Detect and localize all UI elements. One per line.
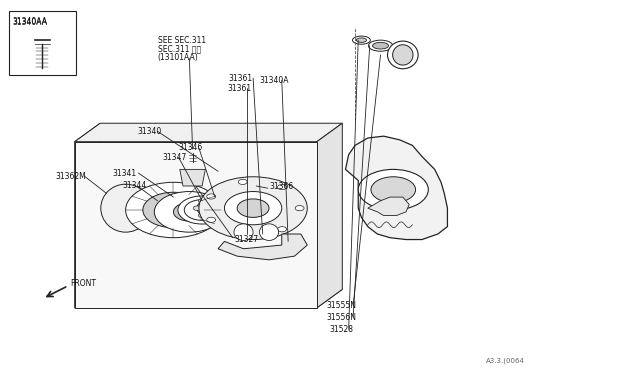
Text: 31361: 31361 xyxy=(228,84,252,93)
Circle shape xyxy=(197,198,233,218)
Circle shape xyxy=(237,199,269,217)
Circle shape xyxy=(211,196,219,200)
Circle shape xyxy=(199,177,307,240)
Text: 31340AA: 31340AA xyxy=(12,18,47,27)
Text: 31340: 31340 xyxy=(137,127,161,136)
Circle shape xyxy=(154,192,225,232)
Circle shape xyxy=(223,213,231,218)
Text: 31366: 31366 xyxy=(269,182,293,191)
Circle shape xyxy=(358,169,428,210)
Text: (13101AA): (13101AA) xyxy=(157,53,198,62)
Ellipse shape xyxy=(234,224,253,240)
Polygon shape xyxy=(346,136,447,240)
Circle shape xyxy=(198,213,206,218)
Circle shape xyxy=(225,192,282,225)
Ellipse shape xyxy=(393,45,413,65)
Text: 31555N: 31555N xyxy=(326,301,356,311)
Circle shape xyxy=(178,196,227,224)
Text: 31556N: 31556N xyxy=(326,313,356,322)
Polygon shape xyxy=(180,169,205,186)
Bar xyxy=(9,11,76,75)
Polygon shape xyxy=(75,289,342,308)
Text: 31361: 31361 xyxy=(229,74,253,83)
Text: 31340A: 31340A xyxy=(259,76,289,84)
Text: 31346: 31346 xyxy=(179,144,203,153)
Circle shape xyxy=(207,194,216,199)
Circle shape xyxy=(159,202,188,218)
Circle shape xyxy=(238,232,247,237)
Ellipse shape xyxy=(259,224,278,240)
Polygon shape xyxy=(317,123,342,308)
Text: 31344: 31344 xyxy=(122,182,147,190)
Polygon shape xyxy=(75,142,317,308)
Ellipse shape xyxy=(100,184,150,232)
Ellipse shape xyxy=(369,40,393,51)
Circle shape xyxy=(207,204,223,212)
Circle shape xyxy=(211,216,219,221)
Text: 31340AA: 31340AA xyxy=(12,17,47,26)
Polygon shape xyxy=(75,123,342,142)
Text: 31362M: 31362M xyxy=(56,171,86,180)
Polygon shape xyxy=(75,123,100,308)
Circle shape xyxy=(229,206,237,211)
Circle shape xyxy=(278,185,287,190)
Text: 31341: 31341 xyxy=(113,169,137,177)
Text: 31528: 31528 xyxy=(330,326,353,334)
Circle shape xyxy=(238,179,247,185)
Circle shape xyxy=(198,199,206,203)
Circle shape xyxy=(125,182,221,238)
Polygon shape xyxy=(218,234,307,260)
Text: SEE SEC.311: SEE SEC.311 xyxy=(157,36,205,45)
Text: 31347: 31347 xyxy=(163,153,187,162)
Circle shape xyxy=(143,192,204,228)
Circle shape xyxy=(184,200,220,220)
Circle shape xyxy=(207,217,216,222)
Polygon shape xyxy=(368,197,409,215)
Ellipse shape xyxy=(372,42,388,49)
Circle shape xyxy=(193,206,201,211)
Circle shape xyxy=(371,177,415,203)
Ellipse shape xyxy=(388,41,418,69)
Text: FRONT: FRONT xyxy=(70,279,96,288)
Ellipse shape xyxy=(353,36,371,44)
Circle shape xyxy=(295,206,304,211)
Ellipse shape xyxy=(356,38,367,42)
Text: 31327: 31327 xyxy=(234,235,258,244)
Text: SEC.311 参照: SEC.311 参照 xyxy=(157,44,200,53)
Circle shape xyxy=(278,227,287,232)
Circle shape xyxy=(223,199,231,203)
Text: A3.3.(0064: A3.3.(0064 xyxy=(486,357,525,363)
Circle shape xyxy=(173,203,205,221)
